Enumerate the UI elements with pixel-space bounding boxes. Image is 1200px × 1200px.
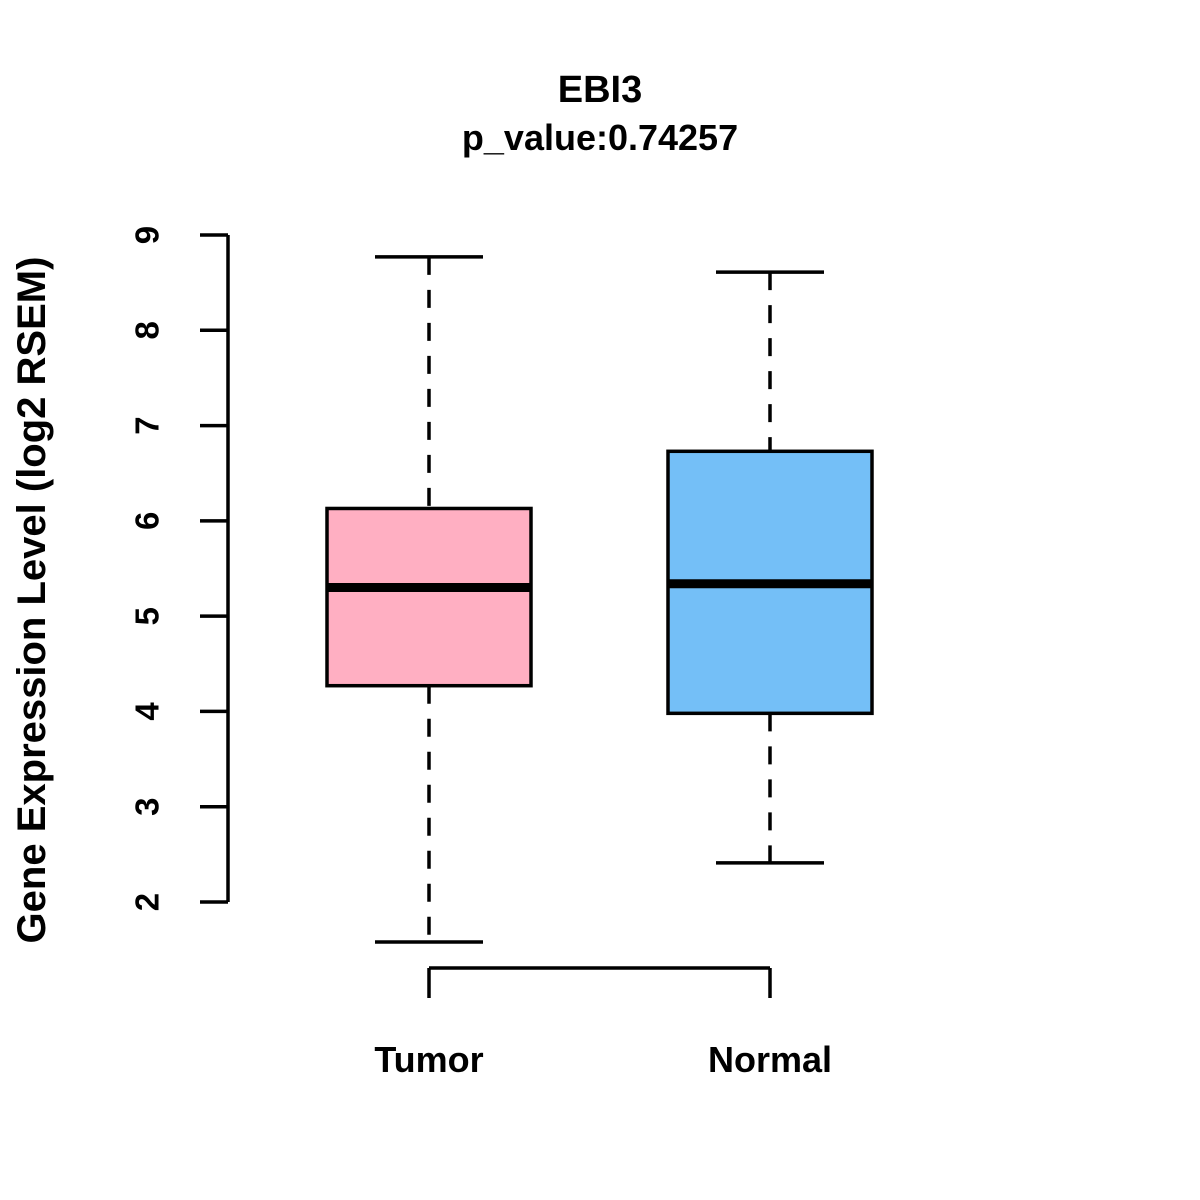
y-tick-label: 5 <box>129 607 166 625</box>
chart-title: EBI3 <box>557 69 643 111</box>
y-tick-label: 4 <box>129 702 166 721</box>
y-tick-label: 3 <box>129 798 166 816</box>
iqr-box-tumor <box>325 506 533 688</box>
y-tick-label: 6 <box>129 512 166 530</box>
x-category-label: Tumor <box>374 1039 483 1080</box>
chart-subtitle: p_value:0.74257 <box>461 117 739 158</box>
x-category-label: Normal <box>708 1039 832 1080</box>
y-tick-label: 9 <box>129 226 166 244</box>
y-tick-label: 7 <box>129 416 166 434</box>
y-tick-label: 2 <box>129 893 166 911</box>
y-tick-label: 8 <box>129 321 166 339</box>
